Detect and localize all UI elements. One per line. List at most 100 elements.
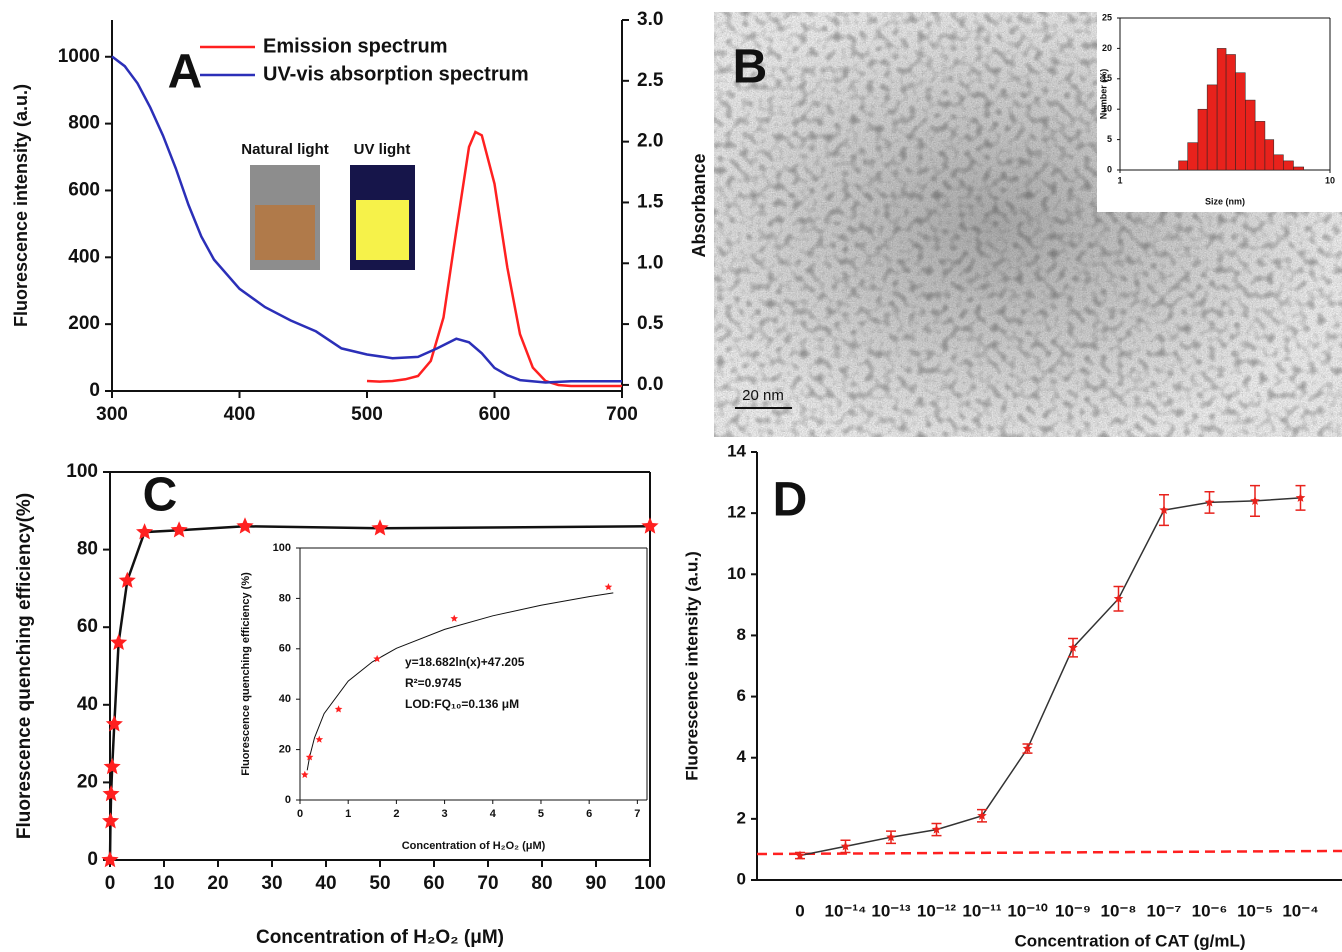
y-tick-label: 10 [1102, 104, 1112, 114]
marker [305, 753, 314, 761]
marker [1295, 492, 1306, 502]
marker [977, 810, 987, 820]
x-tick-label: 400 [224, 404, 256, 425]
marker [1068, 642, 1078, 652]
y-tick-label: 5 [1107, 134, 1112, 144]
marker [641, 517, 659, 534]
marker [102, 812, 120, 829]
y-tick-label: 0 [89, 380, 100, 401]
bar [1293, 166, 1305, 171]
marker [840, 841, 851, 851]
x-axis-label: Concentration of H₂O₂ (μM) [402, 840, 546, 852]
y-tick-label: 0 [1107, 164, 1112, 174]
reference-line [756, 849, 1342, 856]
x-tick-label: 10 [153, 873, 174, 894]
panel-label: D [773, 474, 808, 527]
y-tick-label: 100 [273, 542, 291, 554]
y2-axis-label: Absorbance [689, 153, 709, 257]
marker [301, 770, 309, 778]
x-tick-label: 7 [634, 808, 640, 820]
series-line [366, 130, 622, 388]
series-line [111, 55, 622, 384]
y-tick-label: 40 [279, 693, 291, 705]
x-tick-label: 10⁻¹¹ [962, 901, 1002, 920]
bar [1283, 160, 1294, 171]
y-tick-label: 60 [77, 616, 98, 637]
y-axis-label: Fluorescence intensity (a.u.) [11, 84, 31, 327]
panel-label: A [168, 46, 203, 99]
y2-tick-label: 3.0 [637, 9, 663, 30]
y-tick-label: 4 [737, 747, 747, 766]
x-tick-label: 5 [538, 808, 544, 820]
x-tick-label: 10⁻⁹ [1055, 901, 1091, 920]
marker [105, 715, 123, 732]
y-tick-label: 60 [279, 643, 291, 655]
bar [1273, 154, 1284, 171]
x-tick-label: 0 [105, 873, 116, 894]
y-tick-label: 6 [737, 686, 746, 705]
x-tick-label: 1 [345, 808, 351, 820]
y-tick-label: 0 [285, 794, 291, 806]
x-tick-label: 90 [585, 873, 606, 894]
x-axis-label: Concentration of CAT (g/mL) [1014, 931, 1245, 950]
y-tick-label: 25 [1102, 12, 1112, 22]
bar [1197, 108, 1208, 171]
annotation: R²=0.9745 [405, 676, 462, 690]
bar [1264, 139, 1275, 171]
marker [1250, 495, 1260, 505]
y-tick-label: 0 [737, 869, 746, 888]
y-tick-label: 800 [68, 113, 100, 134]
photo-label: UV light [354, 141, 411, 158]
y-tick-label: 10 [727, 564, 746, 583]
x-tick-label: 4 [490, 808, 497, 820]
bar [1187, 142, 1199, 171]
marker [118, 571, 136, 588]
y-axis-label: Fluorescence quenching efficiency(%) [14, 493, 35, 839]
legend-label: Emission spectrum [263, 35, 448, 57]
x-axis-label: Concentration of H₂O₂ (μM) [256, 927, 504, 948]
x-tick-label: 0 [297, 808, 303, 820]
y2-tick-label: 1.0 [637, 252, 663, 273]
marker [1204, 497, 1215, 507]
vial-liquid [255, 205, 315, 260]
y-tick-label: 20 [1102, 43, 1112, 53]
y-axis-label: Number (%) [1098, 69, 1108, 120]
bar [1206, 84, 1218, 171]
bar [1178, 160, 1188, 171]
marker [931, 824, 942, 834]
x-tick-label: 10⁻⁵ [1237, 901, 1273, 920]
y-tick-label: 80 [279, 592, 291, 604]
x-tick-label: 40 [315, 873, 336, 894]
marker [315, 735, 324, 743]
y-tick-label: 12 [727, 503, 746, 522]
y-tick-label: 1000 [58, 46, 100, 67]
y-tick-label: 600 [68, 179, 100, 200]
bar [1225, 54, 1236, 171]
marker [101, 851, 119, 868]
y-tick-label: 100 [66, 461, 98, 482]
fit-curve [306, 592, 614, 771]
x-tick-label: 0 [795, 901, 804, 920]
scale-bar-label: 20 nm [742, 387, 784, 404]
annotation: LOD:FQ₁₀=0.136 μM [405, 697, 519, 711]
x-tick-label: 10⁻⁴ [1282, 901, 1318, 920]
x-tick-label: 60 [423, 873, 444, 894]
marker [236, 517, 254, 534]
marker [110, 633, 128, 650]
y2-tick-label: 1.5 [637, 191, 664, 212]
y-tick-label: 20 [279, 744, 291, 756]
x-tick-label: 600 [479, 404, 511, 425]
x-tick-label: 700 [606, 404, 638, 425]
x-axis-label: Size (nm) [1205, 196, 1245, 206]
x-tick-label: 100 [634, 873, 666, 894]
bar [1235, 72, 1246, 171]
y-tick-label: 0 [87, 849, 98, 870]
x-tick-label: 10⁻⁸ [1101, 901, 1137, 920]
x-tick-label: 10⁻¹³ [871, 901, 911, 920]
y-tick-label: 8 [737, 625, 746, 644]
bar [1254, 121, 1266, 171]
panel-label: C [143, 469, 178, 522]
marker [450, 614, 458, 622]
